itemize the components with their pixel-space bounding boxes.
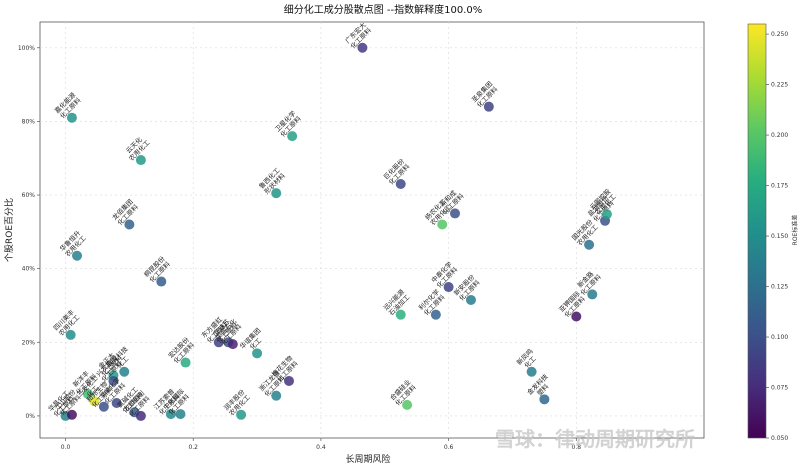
y-tick-label: 20%	[22, 339, 36, 346]
data-point	[119, 366, 130, 377]
colorbar-tick-label: 0.200	[771, 132, 788, 139]
data-point	[287, 131, 298, 142]
x-tick-label: 0.0	[61, 444, 71, 451]
data-point	[450, 208, 460, 219]
colorbar: 0.050 0.075 0.100 0.125 0.150 0.175 0.200 0.225…	[747, 23, 799, 442]
data-point	[526, 366, 537, 377]
x-axis-title: 长周期风险	[345, 453, 390, 465]
colorbar-tick-label: 0.100	[771, 334, 788, 341]
data-point	[124, 219, 135, 230]
data-point	[175, 409, 186, 420]
data-point	[156, 276, 167, 287]
y-axis-title: 个股ROE百分比	[3, 198, 15, 262]
data-point	[98, 401, 109, 412]
colorbar-tick-label: 0.150	[771, 233, 788, 240]
plot-frame	[39, 21, 705, 439]
chart-title: 细分化工成分股散点图 --指数解释度100.0%	[284, 3, 483, 16]
colorbar-tick-label: 0.250	[771, 31, 788, 38]
data-point	[108, 375, 119, 386]
data-point	[584, 239, 595, 250]
y-tick-label: 40%	[22, 266, 36, 273]
data-point	[357, 42, 368, 53]
data-point	[227, 339, 238, 350]
data-point	[284, 375, 294, 386]
data-point	[66, 409, 77, 420]
data-point	[135, 155, 146, 166]
data-point	[430, 309, 441, 320]
data-point	[601, 209, 612, 220]
colorbar-label: ROE标准差	[791, 215, 799, 246]
data-point	[437, 219, 448, 230]
data-point	[89, 396, 100, 407]
data-point	[271, 188, 282, 199]
data-point	[395, 309, 406, 320]
colorbar-tick-label: 0.050	[771, 435, 788, 442]
data-point	[571, 311, 582, 322]
colorbar-tick-label: 0.125	[771, 284, 788, 291]
data-point	[66, 112, 77, 123]
data-point	[395, 178, 406, 189]
data-point	[465, 294, 476, 305]
data-point	[165, 409, 176, 420]
colorbar-tick-label: 0.225	[771, 82, 788, 89]
data-point	[180, 357, 191, 368]
y-tick-label: 100%	[18, 45, 35, 52]
data-point	[483, 101, 494, 112]
colorbar-tick-label: 0.175	[771, 183, 788, 190]
y-tick-label: 0%	[25, 413, 35, 420]
colorbar-gradient	[747, 23, 767, 439]
data-point	[587, 289, 598, 300]
data-point	[111, 398, 122, 409]
x-tick-label: 0.2	[188, 444, 198, 451]
data-point	[539, 394, 550, 405]
data-point	[213, 337, 224, 348]
plot-area: 0.0 0.2 0.4 0.6 0.8 0% 20% 40% 60% 80% 100% 广东宏大化工原…	[18, 20, 705, 451]
data-point	[443, 282, 454, 293]
x-tick-label: 0.4	[316, 444, 326, 451]
watermark: 雪球：律动周期研究所	[495, 427, 695, 451]
data-point	[252, 348, 263, 359]
x-tick-label: 0.6	[444, 444, 454, 451]
data-point	[236, 409, 247, 420]
data-point	[402, 399, 413, 410]
data-point	[271, 390, 282, 401]
data-point	[135, 410, 146, 421]
y-tick-label: 80%	[22, 118, 36, 125]
data-point	[82, 388, 93, 399]
x-tick-label: 0.8	[572, 444, 582, 451]
data-point	[65, 329, 76, 340]
data-point	[72, 250, 83, 261]
y-tick-label: 60%	[22, 192, 36, 199]
colorbar-tick-label: 0.075	[771, 385, 788, 392]
